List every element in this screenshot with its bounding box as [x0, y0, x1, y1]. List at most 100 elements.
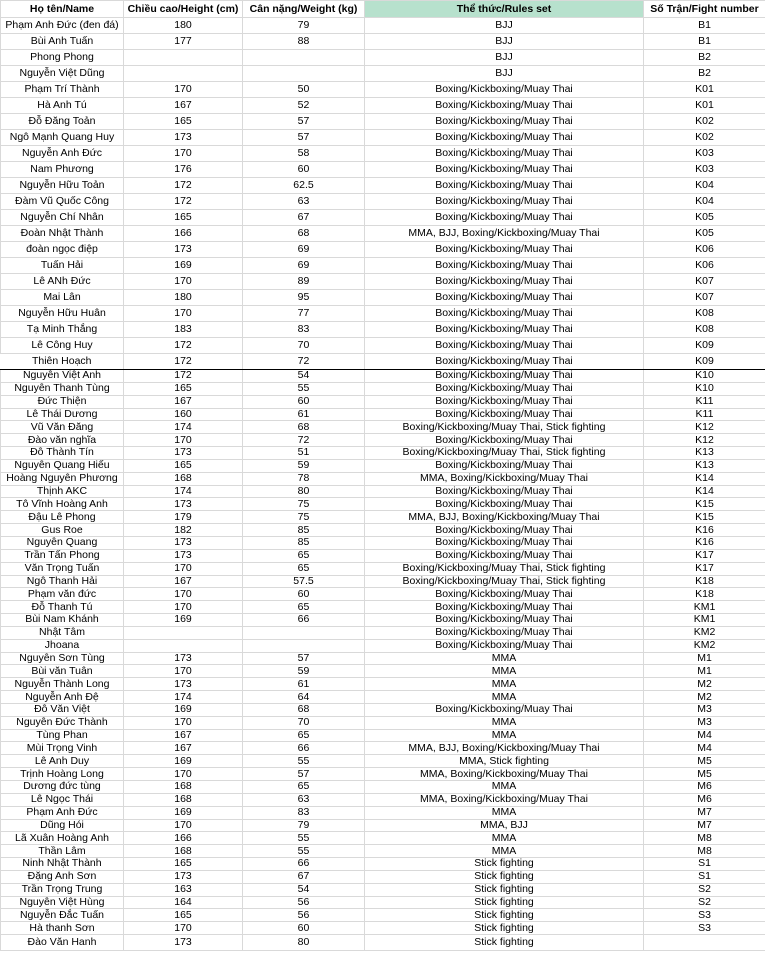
cell-name[interactable]: đoàn ngọc điệp	[0, 241, 124, 258]
cell-rules[interactable]: Boxing/Kickboxing/Muay Thai	[364, 458, 644, 473]
cell-name[interactable]: Đàm Vũ Quốc Công	[0, 193, 124, 210]
cell-fight[interactable]: KM1	[643, 600, 765, 615]
cell-height[interactable]: 170	[123, 145, 243, 162]
cell-weight[interactable]: 55	[242, 831, 365, 846]
cell-rules[interactable]: Boxing/Kickboxing/Muay Thai	[364, 257, 644, 274]
cell-rules[interactable]: Boxing/Kickboxing/Muay Thai	[364, 394, 644, 409]
cell-fight[interactable]: K13	[643, 458, 765, 473]
cell-height[interactable]: 170	[123, 273, 243, 290]
cell-fight[interactable]: S3	[643, 921, 765, 936]
cell-height[interactable]: 170	[123, 305, 243, 322]
cell-name[interactable]: Lã Xuân Hoàng Anh	[0, 831, 124, 846]
cell-height[interactable]: 180	[123, 289, 243, 306]
cell-height[interactable]: 169	[123, 805, 243, 820]
cell-rules[interactable]: Stick fighting	[364, 921, 644, 936]
cell-name[interactable]: Tạ Minh Thắng	[0, 321, 124, 338]
cell-fight[interactable]: K12	[643, 433, 765, 448]
cell-weight[interactable]	[242, 49, 365, 66]
cell-rules[interactable]: MMA	[364, 728, 644, 743]
cell-fight[interactable]: K11	[643, 407, 765, 422]
cell-height[interactable]	[123, 638, 243, 653]
cell-rules[interactable]: Boxing/Kickboxing/Muay Thai	[364, 523, 644, 537]
cell-name[interactable]: Đức Thiện	[0, 394, 124, 409]
cell-height[interactable]: 165	[123, 908, 243, 923]
cell-weight[interactable]: 70	[242, 715, 365, 730]
cell-height[interactable]: 169	[123, 754, 243, 769]
cell-name[interactable]: Dũng Hói	[0, 818, 124, 833]
cell-fight[interactable]: K17	[643, 561, 765, 576]
cell-fight[interactable]: K18	[643, 587, 765, 602]
cell-weight[interactable]: 60	[242, 394, 365, 409]
cell-fight[interactable]: K17	[643, 548, 765, 563]
cell-fight[interactable]: K14	[643, 471, 765, 486]
cell-weight[interactable]: 78	[242, 471, 365, 486]
cell-fight[interactable]: B1	[643, 17, 765, 34]
cell-height[interactable]: 170	[123, 561, 243, 576]
cell-weight[interactable]: 65	[242, 780, 365, 794]
cell-weight[interactable]: 75	[242, 510, 365, 525]
cell-weight[interactable]: 85	[242, 523, 365, 537]
cell-weight[interactable]: 88	[242, 33, 365, 50]
cell-rules[interactable]: Boxing/Kickboxing/Muay Thai, Stick fight…	[364, 446, 644, 460]
cell-fight[interactable]: M2	[643, 677, 765, 692]
cell-height[interactable]: 173	[123, 934, 243, 952]
cell-height[interactable]: 173	[123, 446, 243, 460]
cell-weight[interactable]: 57	[242, 113, 365, 130]
cell-rules[interactable]: MMA	[364, 844, 644, 859]
cell-height[interactable]: 168	[123, 471, 243, 486]
cell-fight[interactable]: M8	[643, 831, 765, 846]
cell-height[interactable]: 165	[123, 458, 243, 473]
cell-weight[interactable]: 60	[242, 587, 365, 602]
cell-height[interactable]: 163	[123, 882, 243, 897]
cell-fight[interactable]: B1	[643, 33, 765, 50]
cell-fight[interactable]: K04	[643, 177, 765, 194]
cell-name[interactable]: Trần Trọng Trung	[0, 882, 124, 897]
cell-rules[interactable]: MMA, Boxing/Kickboxing/Muay Thai	[364, 792, 644, 807]
cell-weight[interactable]: 51	[242, 446, 365, 460]
cell-rules[interactable]: Stick fighting	[364, 869, 644, 884]
cell-fight[interactable]: K12	[643, 420, 765, 435]
cell-rules[interactable]: Boxing/Kickboxing/Muay Thai	[364, 484, 644, 499]
cell-rules[interactable]: Boxing/Kickboxing/Muay Thai	[364, 613, 644, 627]
cell-rules[interactable]: Boxing/Kickboxing/Muay Thai	[364, 407, 644, 422]
cell-name[interactable]: Hà thanh Sơn	[0, 921, 124, 936]
cell-weight[interactable]: 52	[242, 97, 365, 114]
cell-fight[interactable]: M3	[643, 715, 765, 730]
cell-rules[interactable]: Boxing/Kickboxing/Muay Thai, Stick fight…	[364, 561, 644, 576]
cell-name[interactable]: Thịnh AKC	[0, 484, 124, 499]
cell-height[interactable]: 170	[123, 600, 243, 615]
cell-name[interactable]: Đoàn Nhật Thành	[0, 225, 124, 242]
cell-weight[interactable]: 75	[242, 497, 365, 512]
header-weight[interactable]: Cân nặng/Weight (kg)	[242, 0, 365, 18]
cell-name[interactable]: Nam Phương	[0, 161, 124, 178]
cell-height[interactable]: 167	[123, 97, 243, 114]
cell-fight[interactable]	[643, 934, 765, 952]
cell-height[interactable]: 170	[123, 767, 243, 781]
cell-rules[interactable]: MMA	[364, 805, 644, 820]
cell-weight[interactable]: 54	[242, 882, 365, 897]
cell-height[interactable]: 170	[123, 818, 243, 833]
cell-weight[interactable]: 61	[242, 677, 365, 692]
cell-rules[interactable]: Boxing/Kickboxing/Muay Thai	[364, 638, 644, 653]
cell-fight[interactable]: K14	[643, 484, 765, 499]
cell-height[interactable]: 168	[123, 792, 243, 807]
cell-height[interactable]: 174	[123, 420, 243, 435]
cell-name[interactable]: Đặng Anh Sơn	[0, 869, 124, 884]
cell-weight[interactable]	[242, 638, 365, 653]
cell-weight[interactable]: 77	[242, 305, 365, 322]
cell-name[interactable]: Nguyễn Việt Dũng	[0, 65, 124, 82]
cell-name[interactable]: Ngô Mạnh Quang Huy	[0, 129, 124, 146]
cell-height[interactable]: 177	[123, 33, 243, 50]
cell-height[interactable]: 170	[123, 664, 243, 679]
cell-rules[interactable]: BJJ	[364, 33, 644, 50]
cell-weight[interactable]: 56	[242, 908, 365, 923]
cell-weight[interactable]: 95	[242, 289, 365, 306]
cell-height[interactable]: 172	[123, 353, 243, 370]
cell-name[interactable]: Nguyễn Việt Anh	[0, 369, 124, 383]
cell-name[interactable]: Nguyễn Thành Long	[0, 677, 124, 692]
cell-height[interactable]	[123, 65, 243, 82]
cell-height[interactable]: 174	[123, 484, 243, 499]
cell-rules[interactable]: Stick fighting	[364, 857, 644, 871]
cell-name[interactable]: Thần Lâm	[0, 844, 124, 859]
cell-weight[interactable]: 65	[242, 600, 365, 615]
